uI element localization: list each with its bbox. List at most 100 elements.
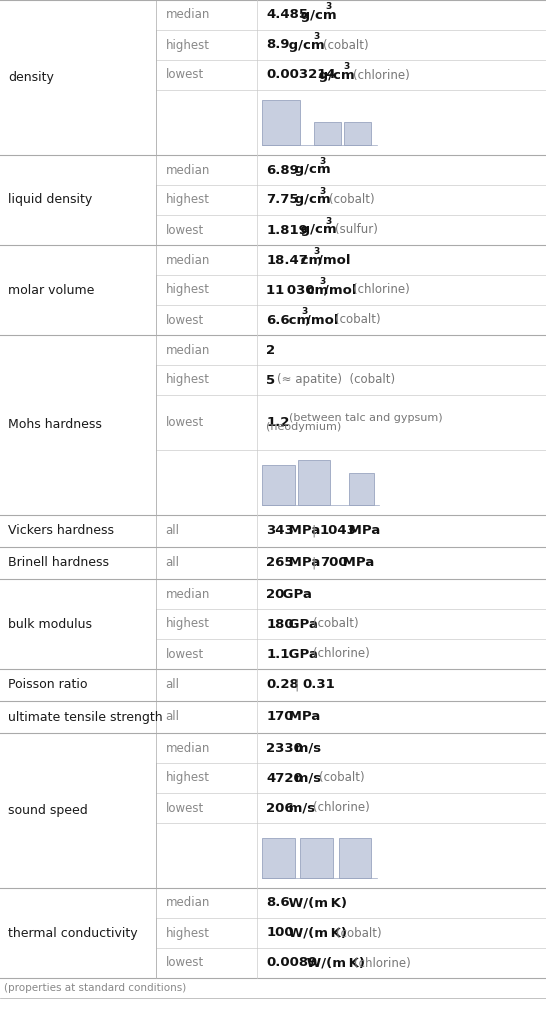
Text: 8.6: 8.6	[266, 897, 290, 910]
Text: /mol: /mol	[306, 313, 339, 326]
Text: 1043: 1043	[319, 525, 357, 538]
Text: g/cm: g/cm	[296, 8, 337, 21]
Text: 4720: 4720	[266, 772, 303, 784]
Text: lowest: lowest	[165, 416, 204, 428]
Text: highest: highest	[165, 193, 210, 207]
Text: GPa: GPa	[278, 588, 312, 601]
Text: cm: cm	[284, 313, 311, 326]
Text: 0.003214: 0.003214	[266, 69, 336, 81]
Text: MPa: MPa	[284, 556, 321, 569]
Text: highest: highest	[165, 927, 210, 939]
Text: g/cm: g/cm	[284, 38, 325, 52]
Text: median: median	[165, 163, 210, 176]
Text: 20: 20	[266, 588, 285, 601]
Text: 265: 265	[266, 556, 294, 569]
Text: all: all	[165, 525, 180, 538]
Text: g/cm: g/cm	[314, 69, 355, 81]
Text: density: density	[8, 71, 54, 84]
Text: 206: 206	[266, 801, 294, 814]
Text: W/(m K): W/(m K)	[284, 927, 347, 939]
Text: (sulfur): (sulfur)	[335, 224, 378, 236]
Text: 700: 700	[319, 556, 347, 569]
Text: median: median	[165, 742, 210, 755]
Text: (chlorine): (chlorine)	[353, 69, 410, 81]
Text: m/s: m/s	[290, 772, 322, 784]
Text: lowest: lowest	[165, 956, 204, 969]
Text: lowest: lowest	[165, 224, 204, 236]
Text: 1.1: 1.1	[266, 647, 290, 660]
Text: thermal conductivity: thermal conductivity	[8, 927, 138, 939]
Text: 1.2: 1.2	[266, 416, 290, 428]
Text: 11 030: 11 030	[266, 284, 315, 297]
Text: g/cm: g/cm	[290, 193, 331, 207]
Text: Brinell hardness: Brinell hardness	[8, 556, 109, 569]
Text: highest: highest	[165, 618, 210, 630]
Text: median: median	[165, 897, 210, 910]
Text: median: median	[165, 588, 210, 601]
Text: 3: 3	[319, 157, 326, 166]
Bar	[262, 465, 295, 505]
Text: Mohs hardness: Mohs hardness	[8, 418, 102, 432]
Text: (cobalt): (cobalt)	[319, 772, 364, 784]
Text: highest: highest	[165, 374, 210, 387]
Text: molar volume: molar volume	[8, 284, 94, 297]
Text: 3: 3	[325, 2, 332, 11]
Text: median: median	[165, 343, 210, 357]
Text: lowest: lowest	[165, 647, 204, 660]
Text: 7.75: 7.75	[266, 193, 299, 207]
Bar	[344, 122, 371, 145]
Text: bulk modulus: bulk modulus	[8, 618, 92, 630]
Text: all: all	[165, 710, 180, 723]
Text: GPa: GPa	[284, 618, 318, 630]
Text: 18.47: 18.47	[266, 253, 308, 266]
Text: Poisson ratio: Poisson ratio	[8, 679, 88, 692]
Text: 6.89: 6.89	[266, 163, 299, 176]
Text: (neodymium): (neodymium)	[266, 421, 342, 432]
Text: 0.28: 0.28	[266, 679, 299, 692]
Text: m/s: m/s	[290, 742, 322, 755]
Bar	[298, 460, 330, 505]
Bar	[339, 839, 371, 878]
Text: (cobalt): (cobalt)	[323, 38, 369, 52]
Bar	[262, 100, 300, 145]
Text: (cobalt): (cobalt)	[313, 618, 358, 630]
Text: ultimate tensile strength: ultimate tensile strength	[8, 710, 163, 723]
Text: cm: cm	[296, 253, 323, 266]
Text: all: all	[165, 556, 180, 569]
Text: (between talc and gypsum): (between talc and gypsum)	[289, 413, 443, 423]
Text: 3: 3	[302, 307, 308, 316]
Text: (chlorine): (chlorine)	[313, 647, 370, 660]
Text: lowest: lowest	[165, 801, 204, 814]
Text: (properties at standard conditions): (properties at standard conditions)	[4, 983, 187, 993]
Text: m/s: m/s	[284, 801, 316, 814]
Text: (chlorine): (chlorine)	[353, 284, 410, 297]
Text: |: |	[312, 525, 316, 538]
Text: 3: 3	[313, 32, 320, 42]
Text: MPa: MPa	[284, 710, 321, 723]
Text: 100: 100	[266, 927, 294, 939]
Text: highest: highest	[165, 38, 210, 52]
Text: liquid density: liquid density	[8, 193, 92, 207]
Text: 3: 3	[320, 278, 326, 286]
Text: 3: 3	[314, 247, 320, 256]
Text: 4.485: 4.485	[266, 8, 308, 21]
Text: W/(m K): W/(m K)	[284, 897, 347, 910]
Text: GPa: GPa	[284, 647, 318, 660]
Text: (cobalt): (cobalt)	[335, 313, 380, 326]
Text: 8.9: 8.9	[266, 38, 290, 52]
Text: median: median	[165, 253, 210, 266]
Text: W/(m K): W/(m K)	[302, 956, 365, 969]
Text: g/cm: g/cm	[296, 224, 337, 236]
Text: g/cm: g/cm	[290, 163, 331, 176]
Text: |: |	[294, 679, 299, 692]
Text: median: median	[165, 8, 210, 21]
Text: (cobalt): (cobalt)	[336, 927, 382, 939]
Text: /mol: /mol	[324, 284, 357, 297]
Text: MPa: MPa	[284, 525, 321, 538]
Text: /mol: /mol	[318, 253, 351, 266]
Text: (chlorine): (chlorine)	[313, 801, 370, 814]
Text: 5: 5	[266, 374, 276, 387]
Bar	[262, 839, 295, 878]
Text: highest: highest	[165, 284, 210, 297]
Text: all: all	[165, 679, 180, 692]
